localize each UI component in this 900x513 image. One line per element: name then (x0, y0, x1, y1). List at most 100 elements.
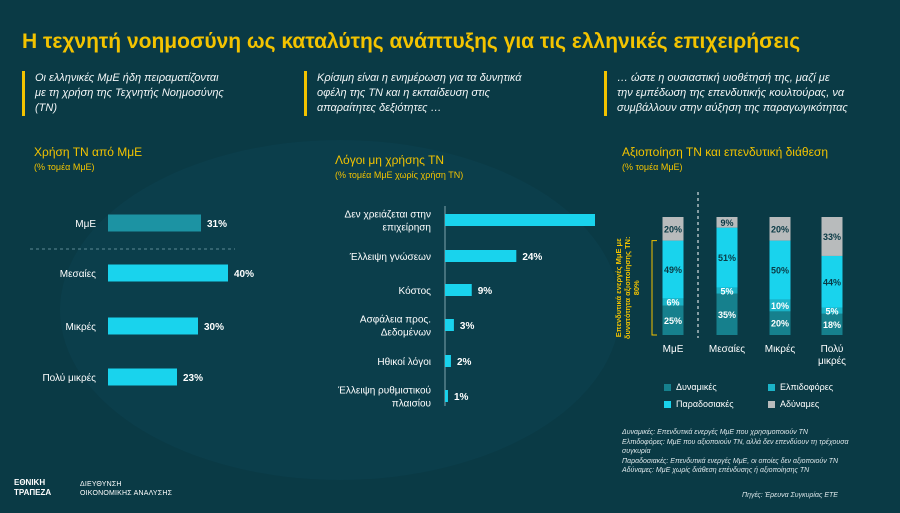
segment-label: 5% (720, 286, 733, 296)
sme-ai-usage-chart: ΜμΕ 31% Μεσαίες 40% Μικρές 30% Πολύ μικρές 23% (30, 214, 254, 386)
segment-label: 18% (823, 320, 841, 330)
source-note: Πηγές: Έρευνα Συγκυρίας ΕΤΕ (742, 492, 838, 499)
segment-label: 5% (825, 306, 838, 316)
segment-label: 49% (664, 265, 682, 275)
value-label: 31% (207, 219, 227, 230)
background-glow (60, 140, 620, 480)
footnote-line: Παραδοσιακές: Επενδυτικά ενεργές ΜμΕ, οι… (622, 457, 839, 465)
bracket-label-line: 80% (632, 280, 641, 295)
department-line: ΔΙΕΥΘΥΝΣΗ (80, 481, 122, 488)
legend-item: Ελπιδοφόρες (768, 382, 833, 392)
footnote-line: Αδύναμες: ΜμΕ χωρίς διάθεση επένδυσης ή … (622, 467, 810, 474)
legend-swatch (664, 383, 671, 391)
intro-line: (ΤΝ) (35, 102, 57, 114)
bar-segment (716, 217, 738, 228)
segment-label: 9% (720, 218, 733, 228)
bar-segment (769, 299, 791, 312)
department-label: ΔΙΕΥΘΥΝΣΗ ΟΙΚΟΝΟΜΙΚΗΣ ΑΝΑΛΥΣΗΣ (80, 480, 172, 498)
legend-swatch (664, 400, 671, 408)
bar-segment (769, 217, 791, 241)
value-label: 1% (454, 392, 469, 403)
value-label: 2% (457, 357, 472, 368)
intro-line: Οι ελληνικές ΜμΕ ήδη πειραματίζονται (35, 72, 219, 84)
bar (108, 214, 201, 232)
category-label: Δεν χρειάζεται στην (345, 209, 431, 221)
category-label: Μεσαίες (709, 343, 745, 355)
intro-line: με τη χρήση της Τεχνητής Νοημοσύνης (35, 87, 224, 99)
bank-logo: ΕΘΝΙΚΗ ΤΡΑΠΕΖΑ (14, 478, 51, 498)
segment-label: 35% (718, 310, 736, 320)
footnote-line: Ελπιδοφόρες: ΜμΕ που αξιοποιούν ΤΝ, αλλά… (622, 438, 849, 446)
segment-label: 51% (718, 253, 736, 263)
bar-segment (821, 217, 843, 256)
intro-panel-3: … ώστε η ουσιαστική υιοθέτησή της, μαζί … (604, 71, 887, 116)
legend-label: Αδύναμες (780, 399, 820, 409)
intro-line: Κρίσιμη είναι η ενημέρωση για τα δυνητικ… (317, 72, 522, 84)
segment-label: 10% (771, 301, 789, 311)
bar (445, 284, 472, 296)
segment-label: 20% (771, 319, 789, 329)
intro-panel-1: Οι ελληνικές ΜμΕ ήδη πειραματίζονται με … (22, 71, 285, 116)
category-label: Πολύ μικρές (42, 372, 96, 384)
bracket-label: Επενδυτικά ενεργές ΜμΕ μεδυνατότητα αξιο… (614, 237, 641, 340)
category-label: πλαισίου (392, 398, 431, 410)
value-label: 23% (183, 373, 203, 384)
value-label: 3% (460, 321, 475, 332)
category-label: ΜμΕ (663, 344, 684, 355)
bar-segment (716, 293, 738, 335)
value-label: 24% (522, 252, 542, 263)
bracket-label-line: δυνατότητα αξιοποίησης ΤΝ: (623, 237, 632, 340)
category-label: Κόστος (399, 285, 432, 297)
legend-label: Δυναμικές (676, 382, 717, 392)
legend-swatch (768, 383, 775, 391)
segment-label: 6% (666, 297, 679, 307)
category-label: Πολύ (821, 343, 844, 355)
bar-segment (716, 287, 738, 294)
panel-subtitle: (% τομέα ΜμΕ) (622, 162, 683, 172)
panel-subtitle: (% τομέα ΜμΕ) (34, 162, 95, 172)
non-use-reasons-chart: Δεν χρειάζεται στηνεπιχείρηση60%Έλλειψη … (337, 206, 595, 410)
panel-subtitle: (% τομέα ΜμΕ χωρίς χρήση ΤΝ) (335, 170, 464, 180)
segment-label: 20% (664, 224, 682, 234)
bracket-line (651, 240, 657, 336)
intro-line: … ώστε η ουσιαστική υιοθέτησή της, μαζί … (617, 72, 830, 84)
bar-segment (662, 298, 684, 306)
segment-label: 50% (771, 266, 789, 276)
legend-item: Αδύναμες (768, 399, 819, 409)
segment-label: 33% (823, 232, 841, 242)
intro-panel-2: Κρίσιμη είναι η ενημέρωση για τα δυνητικ… (304, 71, 572, 116)
legend-item: Δυναμικές (664, 382, 717, 392)
bar-segment (769, 311, 791, 335)
category-label: Μεσαίες (60, 268, 96, 280)
intro-line: συμβάλλουν στην αύξηση της παραγωγικότητ… (617, 102, 848, 114)
bar (108, 317, 198, 335)
legend-label: Ελπιδοφόρες (780, 382, 834, 392)
bar (445, 390, 448, 402)
category-label: Έλλειψη γνώσεων (349, 251, 431, 263)
bar-segment (662, 240, 684, 299)
value-label: 30% (204, 322, 224, 333)
bar (108, 264, 228, 282)
category-label: Ηθικοί λόγοι (377, 356, 431, 368)
panel-title: Λόγοι μη χρήσης ΤΝ (335, 153, 445, 167)
department-line: ΟΙΚΟΝΟΜΙΚΗΣ ΑΝΑΛΥΣΗΣ (80, 490, 173, 497)
segment-label: 20% (771, 224, 789, 234)
category-label: μικρές (818, 355, 846, 367)
panel-title: Αξιοποίηση ΤΝ και επενδυτική διάθεση (622, 145, 829, 159)
footnote-line: Δυναμικές: Επενδυτικά ενεργές ΜμΕ που χρ… (622, 429, 808, 436)
bar-segment (821, 313, 843, 335)
category-label: Ασφάλεια προς. (360, 314, 431, 326)
bar-segment (662, 217, 684, 241)
bar (445, 214, 595, 226)
value-label: 40% (234, 269, 254, 280)
ai-investment-chart: 25% 6% 49% 20% ΜμΕ 35% 5% 51% 9% Μεσαίες 20% 10% 50%… (614, 192, 846, 367)
bar-segment (769, 240, 791, 300)
bar-segment (821, 255, 843, 308)
category-label: ΜμΕ (75, 219, 96, 230)
intro-line: απαραίτητες δεξιότητες … (317, 102, 442, 114)
value-label: 9% (478, 286, 493, 297)
footnote-line: συγκυρία (622, 448, 651, 455)
logo-line: ΤΡΑΠΕΖΑ (14, 488, 52, 497)
category-label: Έλλειψη ρυθμιστικού (337, 385, 431, 397)
category-label: Μικρές (765, 343, 796, 355)
